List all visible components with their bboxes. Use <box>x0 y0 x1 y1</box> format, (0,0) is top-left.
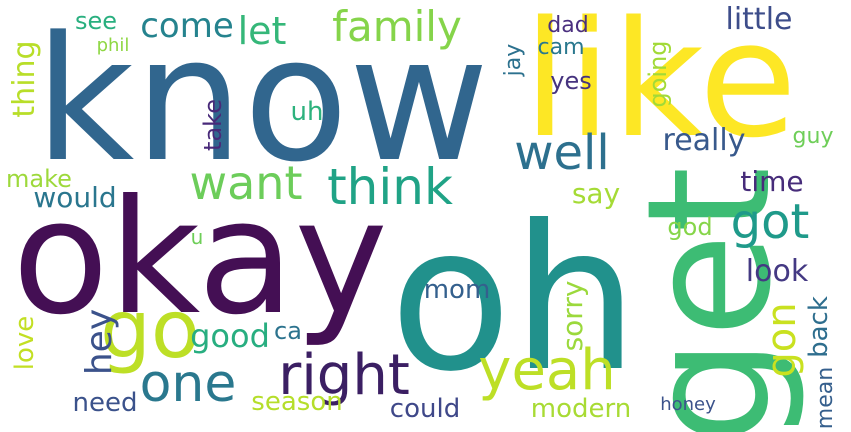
word-u: u <box>190 225 204 249</box>
word-dad: dad <box>547 13 589 38</box>
word-jay: jay <box>501 43 526 77</box>
word-need: need <box>72 388 138 418</box>
word-modern: modern <box>530 394 632 424</box>
word-yes: yes <box>550 67 592 95</box>
word-well: well <box>514 125 610 181</box>
word-honey: honey <box>660 394 716 415</box>
word-take: take <box>199 99 227 151</box>
word-going: going <box>644 40 672 108</box>
word-come: come <box>140 6 234 46</box>
word-season: season <box>251 387 343 417</box>
word-ca: ca <box>274 317 302 345</box>
word-mom: mom <box>423 275 491 305</box>
word-time: time <box>740 165 804 198</box>
word-oh: oh <box>389 183 639 416</box>
word-one: one <box>139 354 237 414</box>
word-little: little <box>725 2 793 37</box>
word-think: think <box>327 158 453 216</box>
word-go: go <box>100 283 200 376</box>
word-make: make <box>6 165 72 193</box>
word-see: see <box>74 7 118 35</box>
word-really: really <box>662 123 746 158</box>
word-would: would <box>33 181 117 214</box>
word-phil: phil <box>96 35 130 56</box>
word-back: back <box>804 296 834 358</box>
word-hey: hey <box>79 308 120 376</box>
word-thing: thing <box>7 40 42 118</box>
word-want: want <box>189 156 303 210</box>
word-guy: guy <box>792 124 834 149</box>
word-mean: mean <box>813 366 838 430</box>
word-uh: uh <box>290 97 324 127</box>
word-god: god <box>667 213 713 241</box>
word-look: look <box>745 254 809 289</box>
word-love: love <box>10 315 40 371</box>
word-know: know <box>34 0 490 200</box>
word-family: family <box>332 2 462 51</box>
word-good: good <box>190 317 270 355</box>
word-okay: okay <box>12 166 388 350</box>
word-cam: cam <box>537 35 585 60</box>
word-like: like <box>522 0 798 173</box>
word-right: right <box>278 343 410 408</box>
word-gon: gon <box>759 302 805 378</box>
word-got: got <box>730 194 810 250</box>
word-say: say <box>571 177 621 210</box>
word-let: let <box>237 9 287 53</box>
word-sorry: sorry <box>556 280 589 352</box>
word-could: could <box>389 394 461 424</box>
word-yeah: yeah <box>478 338 616 403</box>
